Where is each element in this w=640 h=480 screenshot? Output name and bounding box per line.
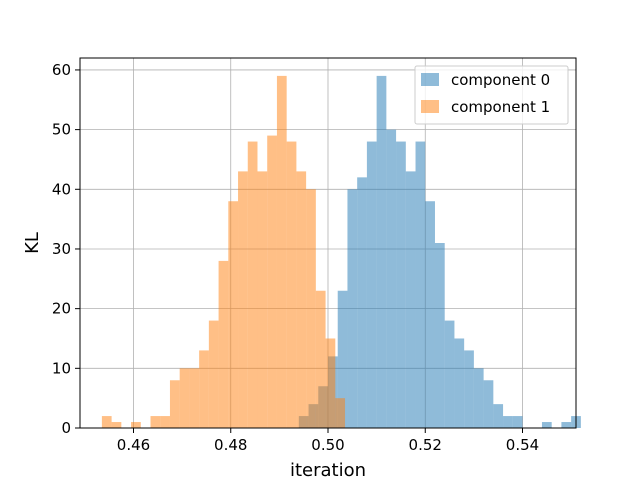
- histogram-bar: [228, 201, 239, 428]
- histogram-bar: [493, 404, 504, 428]
- histogram-bar: [376, 75, 387, 428]
- histogram-bar: [131, 422, 141, 428]
- histogram-bar: [347, 189, 358, 428]
- y-axis-label: KL: [22, 232, 43, 254]
- histogram-bar: [169, 380, 180, 428]
- y-tick-label: 50: [52, 121, 71, 139]
- histogram-bar: [357, 177, 367, 428]
- histogram-bar: [179, 368, 190, 428]
- histogram-bar: [464, 350, 474, 428]
- legend-label: component 0: [451, 71, 550, 89]
- histogram-bar: [160, 416, 170, 428]
- y-tick-label: 60: [52, 61, 71, 79]
- histogram-bar: [444, 320, 455, 428]
- histogram-bar: [561, 422, 572, 428]
- y-tick-label: 30: [52, 240, 71, 258]
- histogram-bar: [286, 141, 297, 428]
- histogram-bar: [306, 189, 316, 428]
- histogram-bar: [541, 422, 552, 428]
- histogram-bar: [325, 338, 336, 428]
- legend-swatch: [421, 73, 439, 86]
- x-axis-label: iteration: [290, 460, 366, 480]
- histogram-bar: [208, 320, 219, 428]
- series-0-bars: [298, 75, 581, 429]
- histogram-bar: [267, 135, 277, 429]
- histogram-bar: [396, 141, 406, 428]
- histogram-bar: [434, 243, 445, 428]
- y-tick-label: 0: [61, 419, 71, 437]
- y-tick-label: 20: [52, 300, 71, 318]
- series-1-bars: [101, 75, 346, 429]
- histogram-bar: [386, 129, 397, 428]
- legend-label: component 1: [451, 98, 550, 116]
- histogram-bar: [335, 398, 346, 428]
- histogram-bar: [189, 368, 200, 428]
- histogram-bar: [238, 171, 248, 429]
- x-tick-label: 0.48: [214, 436, 247, 454]
- histogram-bar: [366, 141, 377, 428]
- histogram-bar: [296, 171, 307, 429]
- histogram-bar: [150, 416, 161, 428]
- histogram-bar: [503, 416, 513, 428]
- histogram-bar: [101, 416, 112, 428]
- axis-ticks: 0.46 0.48 0.50 0.52 0.54 0 10 20 30 40 50 60: [52, 61, 539, 454]
- histogram-bar: [473, 368, 484, 428]
- histogram-bar: [512, 416, 523, 428]
- x-tick-label: 0.52: [409, 436, 442, 454]
- x-tick-label: 0.50: [311, 436, 344, 454]
- y-tick-label: 40: [52, 180, 71, 198]
- histogram-bar: [218, 260, 229, 428]
- histogram-bar: [199, 350, 209, 428]
- histogram-bar: [247, 141, 258, 428]
- legend-swatch: [421, 100, 439, 113]
- x-tick-label: 0.46: [117, 436, 150, 454]
- histogram-bar: [276, 75, 287, 428]
- histogram-bar: [315, 290, 326, 428]
- x-tick-label: 0.54: [506, 436, 539, 454]
- histogram-bar: [111, 422, 122, 428]
- histogram-bar: [454, 338, 465, 428]
- histogram-bar: [337, 290, 348, 428]
- histogram-bar: [425, 201, 435, 428]
- histogram-bar: [405, 171, 416, 429]
- histogram-bar: [483, 380, 494, 428]
- histogram-bar: [257, 171, 268, 429]
- legend: component 0 component 1: [414, 65, 569, 125]
- legend-box: [414, 65, 569, 125]
- histogram-bar: [415, 141, 426, 428]
- y-tick-label: 10: [52, 359, 71, 377]
- histogram-bars: [101, 75, 581, 429]
